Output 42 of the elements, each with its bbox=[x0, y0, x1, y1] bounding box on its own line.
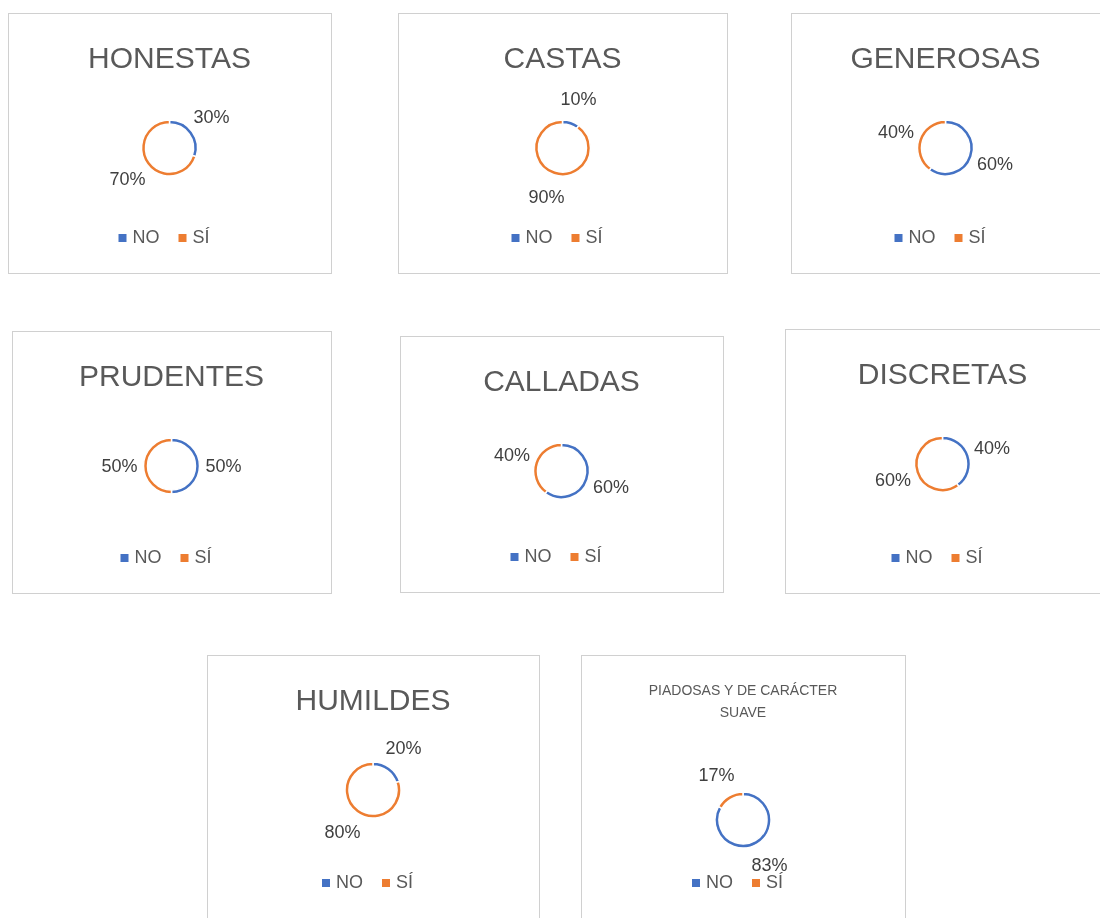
legend-label: NO bbox=[132, 227, 160, 247]
chart-title: HUMILDES bbox=[295, 683, 451, 716]
legend-label: NO bbox=[525, 227, 553, 247]
legend-label: SÍ bbox=[584, 546, 602, 566]
data-label: 60% bbox=[976, 154, 1013, 175]
chart-title: PRUDENTES bbox=[78, 359, 265, 392]
data-label: 40% bbox=[494, 444, 531, 465]
data-label: 17% bbox=[698, 765, 735, 786]
data-label: 90% bbox=[528, 187, 565, 208]
data-label: 40% bbox=[878, 121, 915, 142]
legend-label: SÍ bbox=[192, 227, 210, 247]
data-label: 50% bbox=[205, 456, 242, 476]
chart-title: CASTAS bbox=[503, 41, 622, 74]
legend-label: NO bbox=[905, 547, 933, 567]
data-label: 60% bbox=[592, 477, 629, 498]
donut-slice bbox=[533, 119, 592, 177]
legend-label: SÍ bbox=[965, 547, 983, 567]
legend-label: NO bbox=[524, 546, 552, 566]
legend-label: SÍ bbox=[766, 872, 784, 892]
data-label: 80% bbox=[324, 822, 361, 843]
donut-slice bbox=[344, 761, 402, 819]
data-label: 50% bbox=[101, 456, 138, 476]
legend-label: SÍ bbox=[194, 547, 212, 567]
legend-label: SÍ bbox=[968, 227, 986, 247]
data-label: 60% bbox=[875, 470, 912, 491]
chart-title: HONESTAS bbox=[88, 41, 251, 74]
data-label: 30% bbox=[193, 107, 230, 128]
legend-label: NO bbox=[706, 872, 733, 892]
data-label: 20% bbox=[385, 737, 422, 758]
legend-label: NO bbox=[908, 227, 936, 247]
legend-label: NO bbox=[336, 872, 363, 892]
chart-title: PIADOSAS Y DE CARÁCTER SUAVE bbox=[648, 682, 838, 720]
data-label: 70% bbox=[109, 168, 146, 189]
legend-label: NO bbox=[134, 547, 162, 567]
legend-label: SÍ bbox=[585, 227, 603, 247]
data-label: 10% bbox=[560, 88, 597, 109]
data-label: 40% bbox=[973, 437, 1010, 458]
chart-title: GENEROSAS bbox=[850, 41, 1041, 74]
donut-slice bbox=[714, 791, 772, 849]
legend-label: SÍ bbox=[396, 872, 414, 892]
chart-title: CALLADAS bbox=[483, 364, 640, 397]
chart-title: DISCRETAS bbox=[857, 357, 1028, 390]
